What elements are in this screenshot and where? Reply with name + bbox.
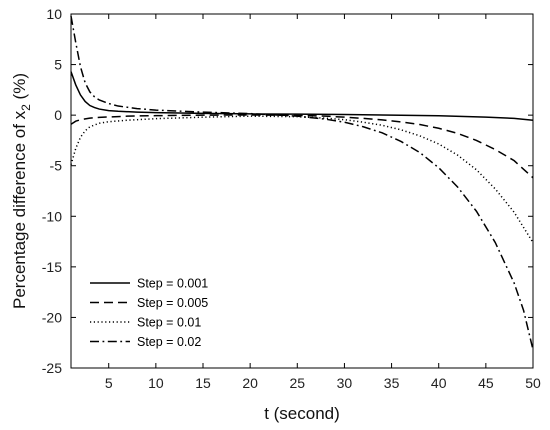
y-axis-title-unit: (%) — [10, 73, 29, 104]
legend-label: Step = 0.005 — [137, 296, 208, 310]
x-tick-label: 40 — [431, 375, 447, 391]
series-line-dashdot — [70, 15, 534, 350]
y-axis-title: Percentage difference of x2 (%) — [10, 73, 33, 309]
legend-label: Step = 0.02 — [137, 335, 201, 349]
x-tick-label: 20 — [242, 375, 258, 391]
series-lines — [70, 15, 534, 350]
y-tick-label: -15 — [42, 259, 62, 275]
y-tick-label: -20 — [42, 309, 62, 325]
series-line-dotted — [70, 115, 534, 243]
legend-label: Step = 0.001 — [137, 277, 208, 291]
legend-label: Step = 0.01 — [137, 316, 201, 330]
y-tick-label: -25 — [42, 360, 62, 376]
series-line-dashed — [70, 114, 534, 179]
y-tick-label: 5 — [54, 57, 62, 73]
y-axis-title-main: Percentage difference of x — [10, 110, 29, 309]
y-tick-label: -5 — [50, 158, 63, 174]
x-tick-labels: 5 10 15 20 25 30 35 40 45 50 — [105, 375, 541, 391]
y-tick-label: -10 — [42, 208, 62, 224]
x-tick-label: 45 — [478, 375, 494, 391]
x-axis-title: t (second) — [264, 404, 340, 423]
x-tick-label: 35 — [384, 375, 400, 391]
x-tick-label: 15 — [195, 375, 211, 391]
series-line-solid — [70, 71, 534, 121]
y-tick-label: 10 — [46, 6, 62, 22]
x-tick-label: 30 — [337, 375, 353, 391]
plot-area — [70, 13, 534, 369]
axis-ticks — [71, 13, 534, 369]
y-tick-labels: 10 5 0 -5 -10 -15 -20 -25 — [42, 6, 62, 376]
y-tick-label: 0 — [54, 107, 62, 123]
y-axis-title-subscript: 2 — [19, 104, 33, 111]
x-tick-label: 10 — [148, 375, 164, 391]
legend: Step = 0.001 Step = 0.005 Step = 0.01 Step … — [90, 277, 208, 349]
x-tick-label: 50 — [525, 375, 541, 391]
x-tick-label: 25 — [289, 375, 305, 391]
x-tick-label: 5 — [105, 375, 113, 391]
